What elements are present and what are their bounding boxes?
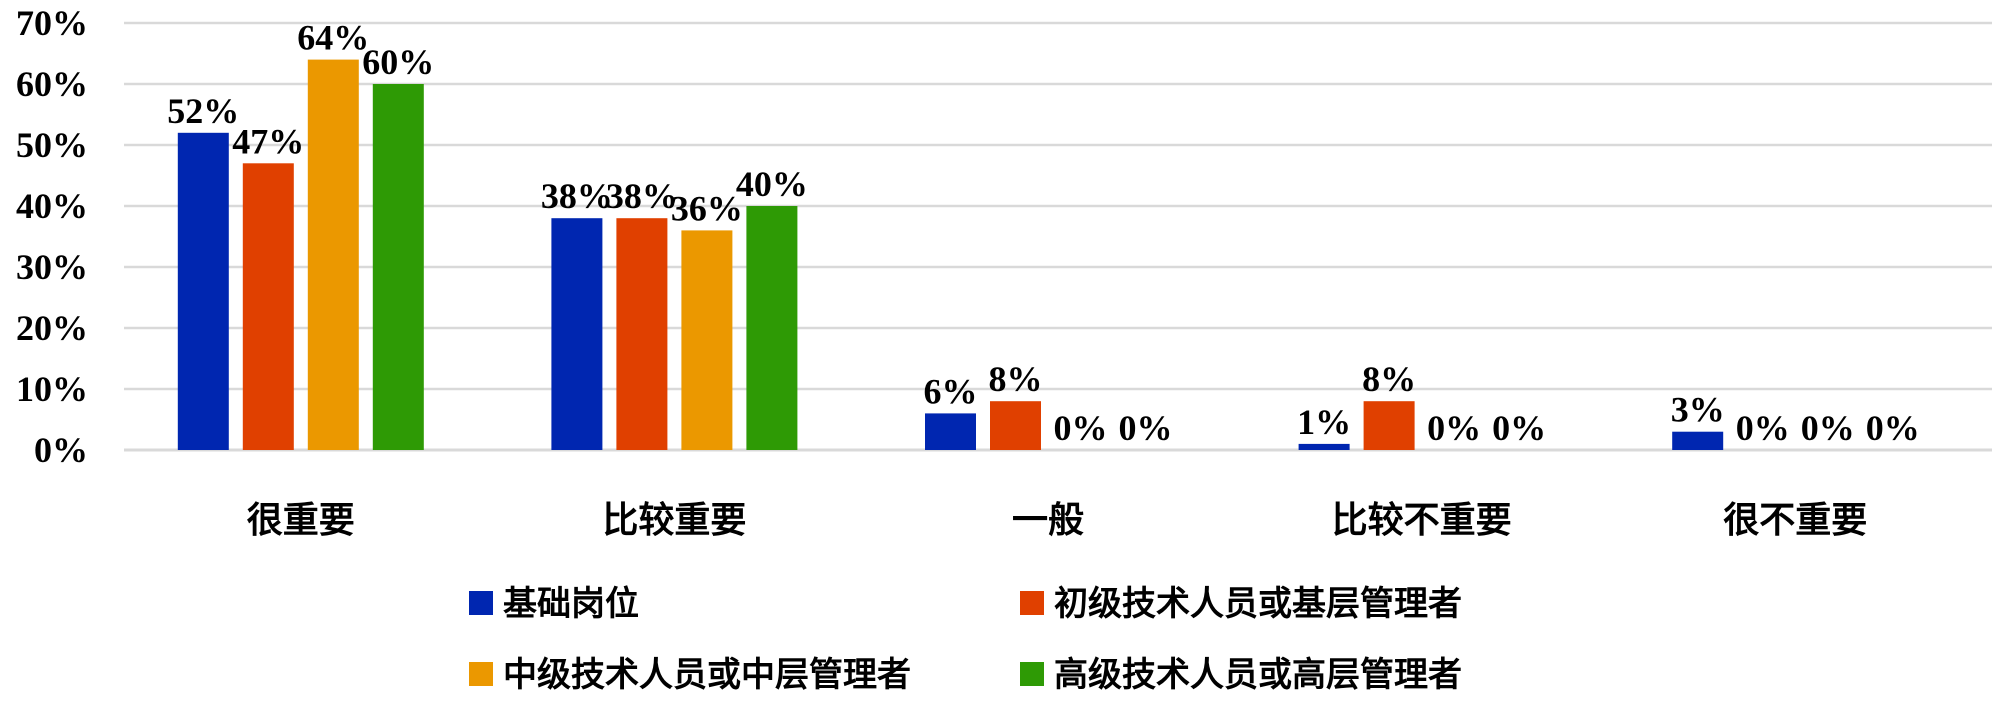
y-tick-label: 40% [16,186,88,226]
legend-label: 高级技术人员或高层管理者 [1054,655,1462,695]
data-label: 0% [1054,408,1108,448]
data-label: 64% [297,18,369,58]
x-category-label: 很重要 [247,500,355,541]
legend-swatch [469,662,493,686]
y-tick-label: 50% [16,125,88,165]
data-label: 0% [1492,408,1546,448]
data-label: 1% [1297,402,1351,442]
legend-swatch [469,591,493,615]
x-category-label: 比较重要 [602,500,746,541]
data-label: 8% [989,359,1043,399]
y-tick-label: 70% [16,3,88,43]
legend-swatch [1020,591,1044,615]
bar [242,163,294,451]
y-tick-label: 10% [16,369,88,409]
legend-label: 基础岗位 [503,584,639,624]
data-label: 6% [924,371,978,411]
bar [1298,443,1350,450]
bar [1672,431,1724,450]
bar [746,206,798,450]
legend-label: 中级技术人员或中层管理者 [503,655,911,695]
y-tick-label: 0% [34,430,88,470]
data-label: 8% [1362,359,1416,399]
y-tick-label: 20% [16,308,88,348]
legend-label: 初级技术人员或基层管理者 [1054,584,1462,624]
legend-swatch [1020,662,1044,686]
bar [177,132,229,451]
data-label: 52% [167,91,239,131]
data-label: 36% [671,188,743,228]
bar [990,401,1041,450]
y-tick-label: 60% [16,64,88,104]
data-label: 47% [232,121,304,161]
data-label: 0% [1427,408,1481,448]
bar [372,84,424,450]
bar [307,59,359,450]
data-label: 3% [1671,390,1725,430]
data-label: 60% [362,42,434,82]
x-category-label: 一般 [1012,500,1084,541]
bar [681,230,733,450]
data-label: 0% [1801,408,1855,448]
data-label: 0% [1866,408,1920,448]
bar [551,218,603,450]
y-tick-label: 30% [16,247,88,287]
data-label: 0% [1119,408,1173,448]
x-category-label: 比较不重要 [1332,500,1512,541]
bar [1363,401,1415,450]
data-label: 38% [606,176,678,216]
data-label: 0% [1736,408,1790,448]
bar [616,218,668,450]
data-label: 38% [541,176,613,216]
x-category-label: 很不重要 [1723,500,1867,541]
bar [925,413,976,450]
data-label: 40% [736,164,808,204]
